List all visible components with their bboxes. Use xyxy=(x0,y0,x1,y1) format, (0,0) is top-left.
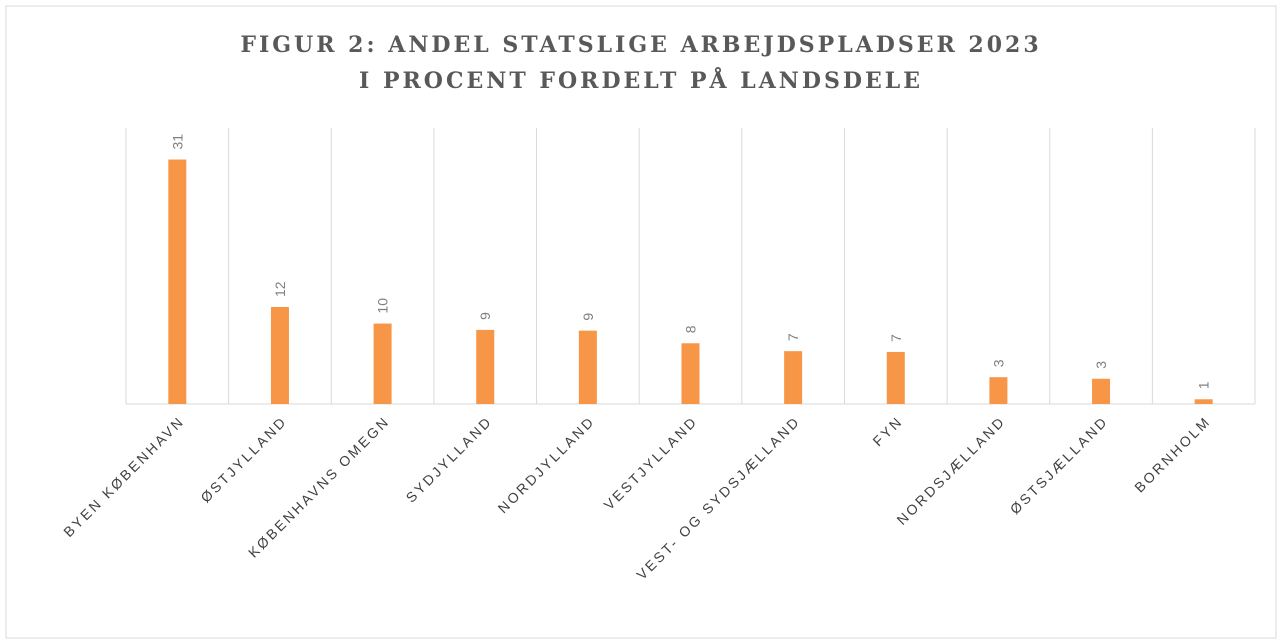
bar xyxy=(270,307,289,404)
data-label: 7 xyxy=(785,333,801,341)
data-label: 31 xyxy=(169,134,185,150)
bar xyxy=(886,351,905,404)
bar xyxy=(1092,378,1111,404)
bar xyxy=(578,330,597,404)
bar xyxy=(373,323,392,404)
chart-title: I PROCENT FORDELT PÅ LANDSDELE xyxy=(359,67,923,94)
data-label: 9 xyxy=(477,312,493,320)
chart-title: FIGUR 2: ANDEL STATSLIGE ARBEJDSPLADSER … xyxy=(240,32,1041,58)
bar xyxy=(784,351,803,404)
bar xyxy=(681,343,700,404)
data-label: 12 xyxy=(272,281,288,297)
data-label: 10 xyxy=(375,298,391,314)
chart-frame xyxy=(5,5,1277,639)
bar xyxy=(1194,399,1213,404)
data-label: 1 xyxy=(1196,381,1212,389)
data-label: 8 xyxy=(683,325,699,333)
bar xyxy=(168,159,187,404)
bar xyxy=(476,329,495,404)
data-label: 7 xyxy=(888,334,904,342)
data-label: 9 xyxy=(580,313,596,321)
data-label: 3 xyxy=(990,359,1006,367)
data-label: 3 xyxy=(1093,361,1109,369)
bar xyxy=(989,377,1008,404)
